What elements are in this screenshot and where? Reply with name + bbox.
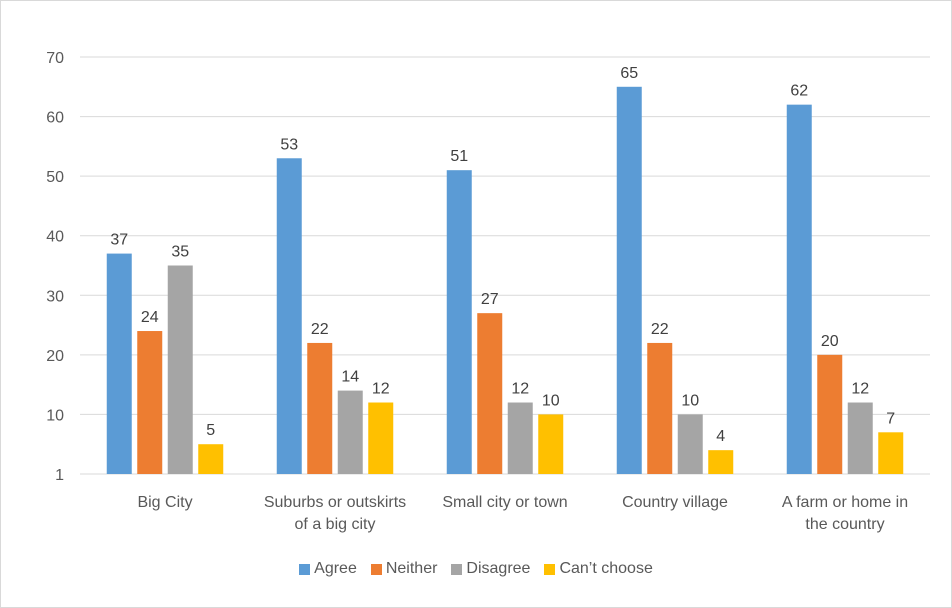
y-tick-label: 70 (46, 50, 64, 67)
data-label: 5 (206, 422, 215, 439)
data-label: 10 (681, 392, 699, 409)
bar (786, 104, 812, 475)
bar (368, 402, 394, 474)
legend-item: Agree (299, 560, 357, 578)
x-tick-label: Country village (622, 494, 728, 511)
bar (538, 414, 564, 474)
bar (446, 170, 472, 474)
data-label: 65 (620, 65, 638, 82)
bar (616, 86, 642, 475)
x-tick-label: the country (805, 516, 884, 533)
data-label: 22 (311, 321, 329, 338)
data-label: 7 (886, 410, 895, 427)
data-label: 4 (716, 428, 725, 445)
x-tick-label: Big City (137, 494, 192, 511)
legend-swatch (544, 563, 556, 575)
legend-label: Agree (314, 560, 357, 577)
data-label: 12 (851, 381, 869, 398)
data-label: 14 (341, 369, 359, 386)
bar (276, 158, 302, 474)
bar (307, 342, 333, 474)
legend-label: Disagree (466, 560, 531, 577)
legend-swatch (299, 563, 311, 575)
chart-legend: Agree Neither Disagree Can’t choose (0, 560, 952, 578)
bar (337, 390, 363, 474)
legend-item: Disagree (451, 560, 530, 578)
legend-item: Can’t choose (544, 560, 653, 578)
bar-chart: 1 10 20 30 40 50 60 70 37 24 35 5 Big City 53 22 14 12 Su… (46, 50, 930, 533)
data-label: 10 (542, 392, 560, 409)
legend-swatch (370, 563, 382, 575)
bar (647, 342, 673, 474)
bar (106, 253, 132, 474)
legend-swatch (451, 563, 463, 575)
bar (817, 354, 843, 474)
x-tick-label: of a big city (295, 516, 376, 533)
x-tick-label: Suburbs or outskirts (264, 494, 406, 511)
y-tick-label: 40 (46, 229, 64, 246)
legend-item: Neither (370, 560, 438, 578)
bar (137, 331, 163, 474)
bar (847, 402, 873, 474)
y-tick-label: 10 (46, 407, 64, 424)
bar (477, 313, 503, 474)
bar (708, 450, 734, 474)
data-label: 53 (280, 136, 298, 153)
legend-label: Neither (385, 560, 438, 577)
y-tick-label: 60 (46, 110, 64, 127)
legend-label: Can’t choose (559, 560, 653, 577)
data-label: 35 (171, 244, 189, 261)
bar (167, 265, 193, 474)
data-label: 27 (481, 291, 499, 308)
y-tick-label: 30 (46, 288, 64, 305)
x-tick-label: Small city or town (442, 494, 567, 511)
data-label: 37 (110, 232, 128, 249)
data-label: 24 (141, 309, 159, 326)
y-tick-label: 1 (55, 467, 64, 484)
bar (507, 402, 533, 474)
data-label: 51 (450, 148, 468, 165)
y-tick-label: 20 (46, 348, 64, 365)
data-label: 12 (372, 381, 390, 398)
data-label: 20 (821, 333, 839, 350)
bar (677, 414, 703, 474)
data-label: 62 (790, 83, 808, 100)
bar (198, 444, 224, 474)
x-tick-label: A farm or home in (782, 494, 908, 511)
y-tick-label: 50 (46, 169, 64, 186)
data-label: 12 (511, 381, 529, 398)
bar (878, 432, 904, 474)
data-label: 22 (651, 321, 669, 338)
